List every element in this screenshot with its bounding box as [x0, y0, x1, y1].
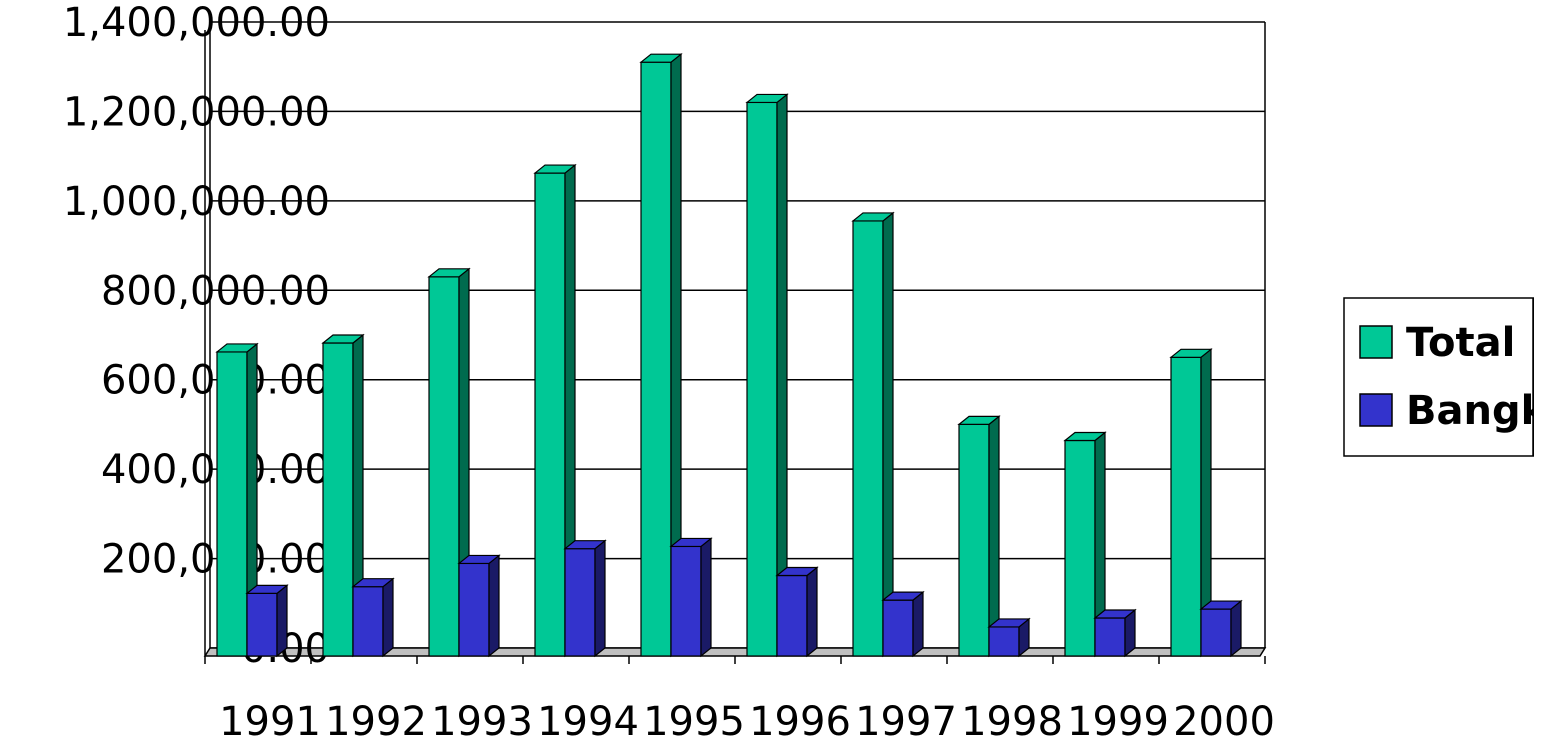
y-tick-label: 1,400,000.00 [63, 0, 330, 46]
bar-total-1993-top [427, 268, 471, 278]
y-tick-label: 800,000.00 [101, 268, 330, 314]
bar-total-1996-top [745, 93, 789, 104]
bar-bangk-1993-side [488, 554, 500, 658]
y-tick-label: 1,000,000.00 [63, 179, 330, 225]
bar-bangk-1997-side [912, 590, 924, 658]
bar-bangk-1995-side [700, 537, 712, 658]
y-tick-label: 400,000.00 [101, 447, 330, 493]
bar-bangk-1993-top [457, 554, 501, 565]
bar-bangk-1991-top [245, 584, 289, 595]
y-tick-label: 200,000.00 [101, 537, 330, 583]
legend-label: Total [1406, 320, 1515, 366]
bar-bangk-1995 [670, 545, 702, 657]
bar-total-1994 [534, 172, 566, 657]
x-tick-label: 1995 [643, 699, 745, 740]
bar-total-1995-top [639, 53, 683, 63]
bar-total-1991-top [215, 343, 259, 353]
x-tick-label: 1994 [537, 699, 639, 740]
bar-bangk-1994-top [563, 540, 607, 550]
bar-bangk-1999 [1094, 617, 1126, 657]
bar-total-1997-top [851, 212, 895, 222]
x-tick-label: 1992 [325, 699, 427, 740]
x-tick-label: 2000 [1173, 699, 1275, 740]
bar-total-1997 [852, 220, 884, 657]
bar-bangk-1992 [352, 586, 384, 657]
bar-bangk-1996-top [775, 566, 819, 577]
x-tick-label: 1996 [749, 699, 851, 740]
bar-bangk-1992-top [351, 578, 395, 588]
bar-bangk-2000-top [1199, 600, 1243, 610]
bar-bangk-1997-top [881, 591, 925, 601]
bar-bangk-2000-side [1230, 599, 1242, 658]
bar-total-2000 [1170, 356, 1202, 657]
x-tick-label: 1997 [855, 699, 957, 740]
bar-bangk-1998 [988, 626, 1020, 657]
legend-label: Bangk [1406, 388, 1549, 434]
bar-bangk-1995-top [669, 537, 713, 548]
bar-total-1998 [958, 423, 990, 657]
legend-swatch-bangk [1359, 393, 1393, 427]
bar-bangk-1994 [564, 548, 596, 657]
bar-bangk-1999-top [1093, 609, 1137, 619]
y-tick-label: 600,000.00 [101, 358, 330, 404]
x-tick-label: 1999 [1067, 699, 1169, 740]
bar-bangk-1996-side [806, 566, 818, 658]
legend-clip [1534, 296, 1549, 458]
bar-total-1994-top [533, 164, 577, 174]
bar-total-1991 [216, 351, 248, 657]
bar-total-1992 [322, 342, 354, 657]
bar-total-1993 [428, 276, 460, 657]
x-tick-label: 1991 [219, 699, 321, 740]
legend-swatch-total [1359, 325, 1393, 359]
bar-total-1998-top [957, 415, 1001, 425]
legend [1343, 297, 1535, 457]
bar-total-1996 [746, 101, 778, 657]
x-tick-label: 1993 [431, 699, 533, 740]
bar-bangk-2000 [1200, 608, 1232, 657]
bar-total-1995 [640, 61, 672, 657]
bar-bangk-1994-side [594, 539, 606, 658]
bar-bangk-1993 [458, 562, 490, 657]
bar-total-1999 [1064, 439, 1096, 657]
bar-total-1992-top [321, 334, 365, 344]
bar-bangk-1996 [776, 574, 808, 657]
bar-bangk-1997 [882, 599, 914, 657]
bar-bangk-1992-side [382, 577, 394, 658]
bar-bangk-1991 [246, 592, 278, 657]
bar-bangk-1998-top [987, 618, 1031, 628]
bar-total-1997-side [882, 211, 894, 658]
bar-bangk-1991-side [276, 584, 288, 658]
x-tick-label: 1998 [961, 699, 1063, 740]
bar-total-1999-top [1063, 431, 1107, 442]
bar-total-2000-top [1169, 348, 1213, 358]
y-tick-label: 1,200,000.00 [63, 89, 330, 135]
